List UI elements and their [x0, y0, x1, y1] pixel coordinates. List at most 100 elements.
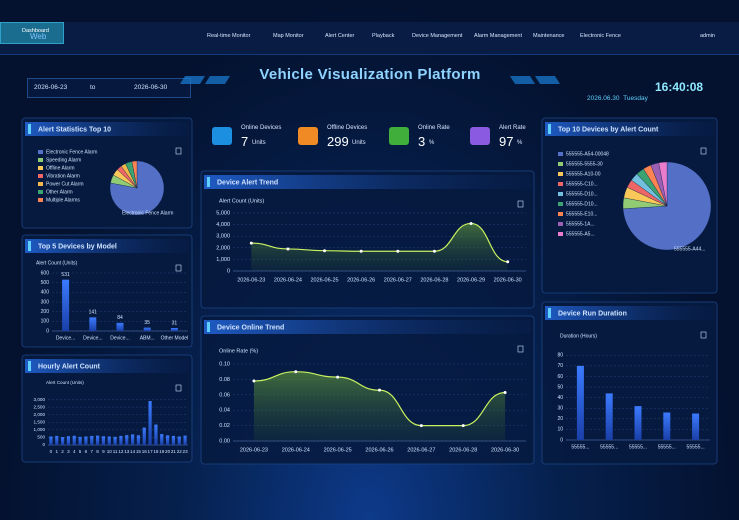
y-tick-label: 0.04 — [219, 408, 230, 414]
kpi-label: Alert Rate — [499, 125, 526, 131]
x-tick-label: 2026-06-26 — [347, 277, 375, 283]
y-tick-label: 2,500 — [34, 404, 46, 409]
point — [432, 249, 436, 253]
nav-item[interactable]: Map Monitor — [273, 33, 304, 39]
kpi-icon — [212, 127, 232, 145]
nav-item[interactable]: Real-time Monitor — [207, 33, 251, 39]
x-tick-label: 12 — [118, 449, 124, 454]
y-tick-label: 0 — [560, 437, 563, 443]
point — [323, 249, 327, 253]
nav-item[interactable]: Playback — [372, 33, 395, 39]
bar — [170, 328, 178, 331]
y-axis-label: Alert Count (Units) — [46, 380, 84, 385]
y-tick-label: 500 — [41, 280, 50, 286]
x-tick-label: 2026-06-26 — [365, 447, 393, 453]
kpi-label: Online Devices — [241, 125, 282, 131]
bar — [90, 435, 94, 445]
data-label: 141 — [89, 310, 98, 316]
download-button[interactable] — [517, 345, 524, 353]
legend-swatch — [558, 232, 563, 236]
kpi-unit: Units — [352, 140, 366, 146]
legend-swatch — [38, 150, 43, 154]
panel-frame — [200, 170, 535, 309]
kpi: Online Devices 7 Units — [212, 124, 297, 156]
bar — [142, 427, 146, 445]
x-tick-label: 2026-06-29 — [457, 277, 485, 283]
bar — [55, 435, 59, 445]
nav-item[interactable]: Maintenance — [533, 33, 565, 39]
x-tick-label: Device... — [83, 335, 102, 341]
legend-label: 555555-1A... — [566, 221, 595, 227]
date-range[interactable]: 2026-06-23 to 2026-06-30 — [27, 78, 191, 98]
x-tick-label: 17 — [148, 449, 154, 454]
data-label: 84 — [117, 315, 123, 321]
kpi-icon — [298, 127, 318, 145]
x-tick-label: 20 — [165, 449, 171, 454]
y-axis-label: Duration (Hours) — [560, 333, 597, 339]
panel-header-mark — [28, 241, 31, 251]
bar — [119, 435, 123, 445]
data-label: 31 — [172, 320, 178, 326]
legend-label: 555555-5555-30 — [566, 161, 603, 167]
date-to[interactable]: 2026-06-30 — [134, 84, 168, 91]
nav-item[interactable]: Alarm Management — [474, 33, 522, 39]
panel: Device Run Duration Duration (Hours) 0 10 20… — [541, 301, 718, 465]
point — [336, 375, 340, 379]
legend-label: Multiple Alarms — [46, 197, 80, 203]
bar — [692, 413, 700, 440]
legend-swatch — [558, 222, 563, 226]
nav-item[interactable]: Alert Center — [325, 33, 355, 39]
nav-active[interactable]: Dashboard — [0, 22, 64, 44]
panel: Device Online Trend Online Rate (%) 0.00 0.… — [200, 315, 535, 465]
brand[interactable]: Web — [30, 32, 47, 41]
download-button[interactable] — [175, 264, 182, 272]
kpi-icon — [389, 127, 409, 145]
download-button[interactable] — [175, 147, 182, 155]
date-from[interactable]: 2026-06-23 — [34, 84, 68, 91]
point — [461, 424, 465, 428]
legend-label: 555555-A54-00048 — [566, 151, 609, 157]
nav-item[interactable]: Device Management — [412, 33, 463, 39]
today: 2026.06.30 Tuesday — [587, 95, 648, 102]
kpi-unit: % — [517, 140, 523, 146]
x-tick-label: 4 — [73, 449, 76, 454]
x-tick-label: Device... — [110, 335, 129, 341]
panel-title: Device Run Duration — [558, 310, 627, 317]
panel: Top 10 Devices by Alert Count 555555-A54-… — [541, 117, 718, 294]
user-menu[interactable]: admin — [700, 33, 715, 39]
legend-swatch — [558, 162, 563, 166]
bar — [663, 412, 671, 440]
kpi-unit: Units — [252, 140, 266, 146]
bar — [66, 436, 71, 445]
y-tick-label: 10 — [557, 427, 563, 433]
x-tick-label: 55555... — [687, 444, 705, 450]
legend-swatch — [558, 182, 563, 186]
x-tick-label: 2026-06-24 — [282, 447, 310, 453]
x-tick-label: 0 — [50, 449, 53, 454]
download-button[interactable] — [175, 384, 182, 392]
download-button[interactable] — [517, 200, 524, 208]
x-tick-label: 19 — [159, 449, 165, 454]
legend-swatch — [38, 174, 43, 178]
panel-header — [204, 320, 531, 334]
y-tick-label: 80 — [557, 353, 563, 359]
x-tick-label: 21 — [171, 449, 177, 454]
download-button[interactable] — [700, 147, 707, 155]
x-tick-label: 6 — [85, 449, 88, 454]
panel: Top 5 Devices by Model Alert Count (Units… — [21, 234, 193, 348]
x-tick-label: 10 — [107, 449, 113, 454]
download-button[interactable] — [700, 331, 707, 339]
nav-item[interactable]: Electronic Fence — [580, 33, 621, 39]
legend-label: Electronic Fence Alarm — [46, 149, 97, 155]
legend-swatch — [38, 166, 43, 170]
y-tick-label: 0 — [46, 328, 49, 334]
x-tick-label: 2026-06-27 — [384, 277, 412, 283]
bar — [154, 424, 158, 445]
bar — [576, 365, 584, 440]
legend-swatch — [38, 198, 43, 202]
x-tick-label: 55555... — [658, 444, 676, 450]
point — [469, 221, 473, 225]
nav-item[interactable]: Dashboard — [22, 28, 49, 34]
bar — [60, 437, 65, 445]
